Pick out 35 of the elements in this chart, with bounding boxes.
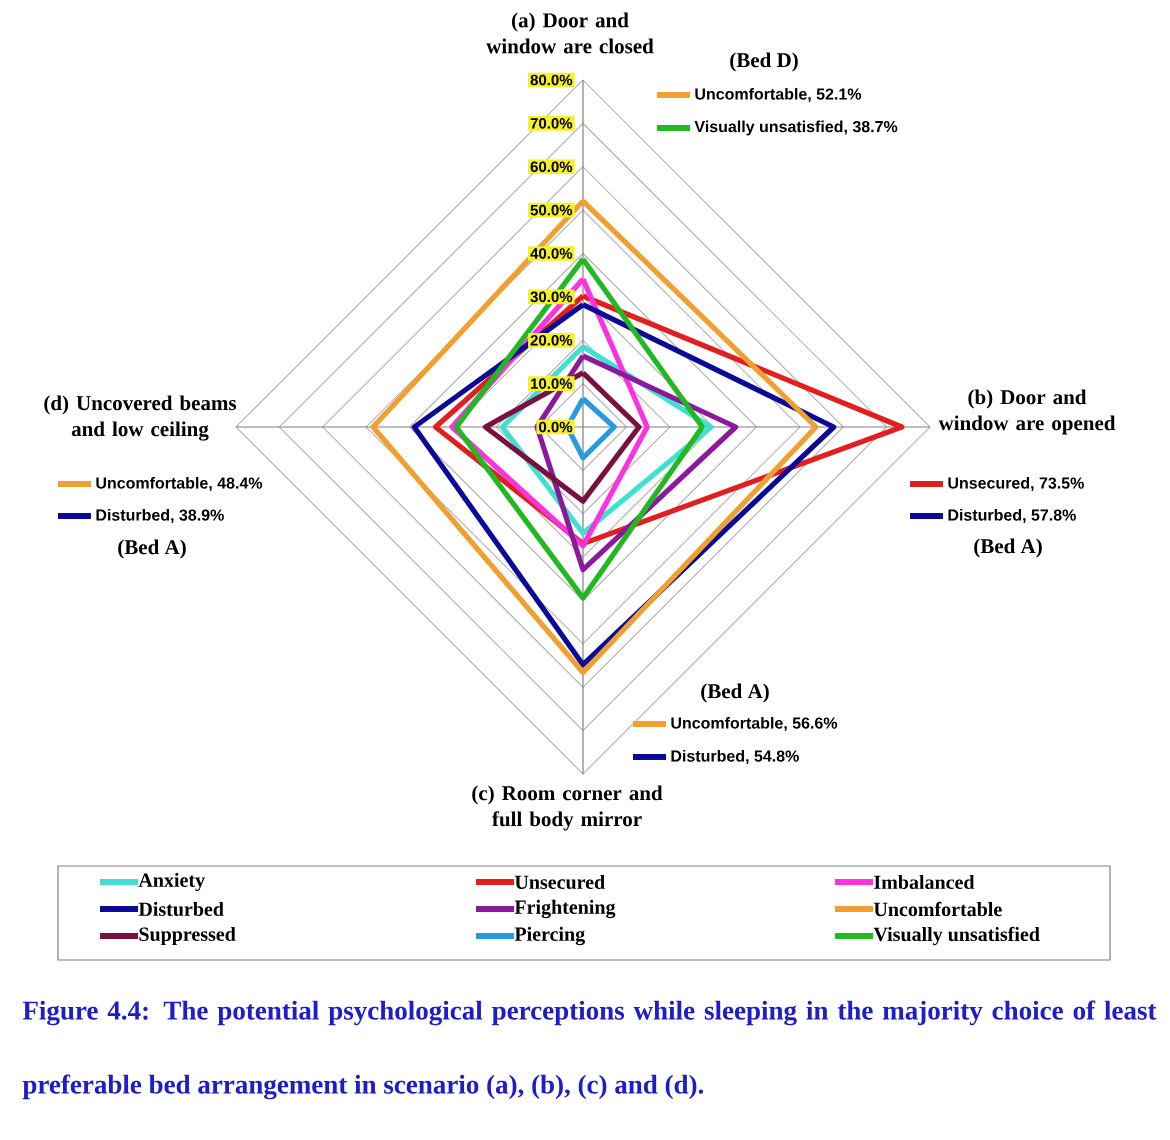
y-tick-label: 10.0% xyxy=(531,378,573,389)
text: Uncomfortable, 56.6% xyxy=(671,716,838,732)
legend-label: Piercing xyxy=(514,926,585,946)
y-tick-label: 70.0% xyxy=(530,118,573,129)
text: Uncomfortable, 48.4% xyxy=(96,476,263,492)
text: Unsecured, 73.5% xyxy=(948,476,1084,492)
y-tick-label: 40.0% xyxy=(530,248,573,259)
text: (Bed A) xyxy=(118,539,186,559)
legend-label: Imbalanced xyxy=(874,874,975,890)
y-tick-label: 30.0% xyxy=(530,291,573,303)
y-tick-label: 80.0% xyxy=(530,74,573,86)
text: Visually unsatisfied, 38.7% xyxy=(694,120,898,136)
legend-label: Frightening xyxy=(514,899,616,919)
text: Disturbed, 57.8% xyxy=(948,508,1076,524)
text: Disturbed, 38.9% xyxy=(96,508,224,524)
legend-label: Unsecured xyxy=(514,874,605,890)
text: (Bed D) xyxy=(730,52,798,72)
spoke-label: (d) Uncovered beams and low ceiling xyxy=(44,395,237,441)
spoke-label: (b) Door and window are opened xyxy=(938,389,1116,435)
spoke-label: (a) Door and window are closed xyxy=(486,12,654,54)
y-tick-label: 60.0% xyxy=(530,161,573,173)
text: Figure 4.4: The potential psychological perceptions while sleeping in the majority choice of least preferable bed arrangement in scenario (a), (b), (c) and (d). xyxy=(22,1000,1157,1100)
legend-label: Disturbed xyxy=(138,901,224,917)
text: (Bed A) xyxy=(701,683,769,703)
legend-label: Anxiety xyxy=(138,872,205,892)
text: Disturbed, 54.8% xyxy=(671,749,799,765)
legend-label: Suppressed xyxy=(139,926,236,946)
y-tick-label: 50.0% xyxy=(530,204,573,216)
y-tick-label: 0.0% xyxy=(539,421,573,433)
text: (Bed A) xyxy=(974,538,1042,558)
text: Uncomfortable, 52.1% xyxy=(695,87,862,103)
y-tick-label: 20.0% xyxy=(530,334,573,346)
legend-label: Visually unsatisfied xyxy=(873,926,1040,946)
legend-label: Uncomfortable xyxy=(873,901,1002,917)
spoke-label: (c) Room corner and full body mirror xyxy=(472,785,663,831)
